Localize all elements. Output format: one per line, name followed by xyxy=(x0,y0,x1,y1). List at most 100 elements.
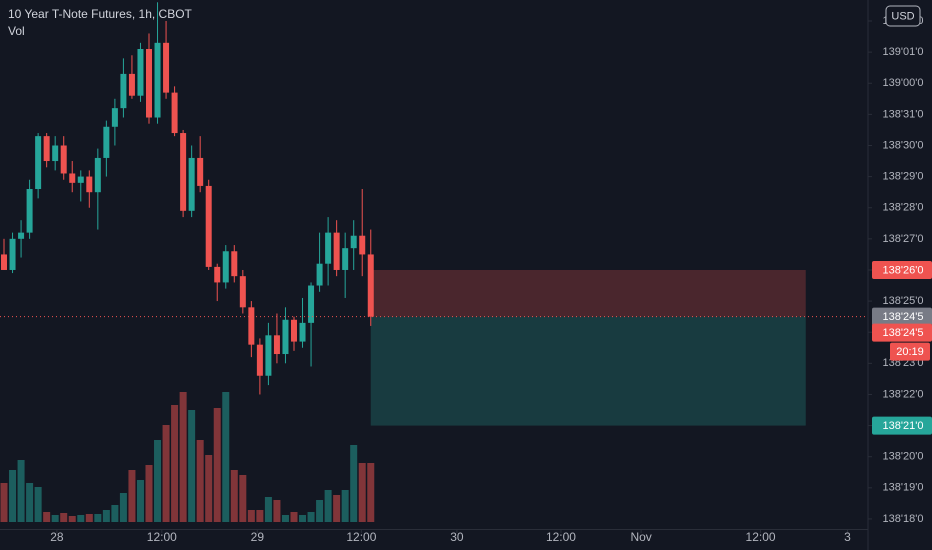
candle-body xyxy=(77,176,84,183)
x-tick-label: Nov xyxy=(630,530,651,544)
candle-body xyxy=(35,136,42,190)
volume-bar xyxy=(350,445,358,522)
volume-bar xyxy=(290,512,298,522)
candle-body xyxy=(86,176,93,193)
volume-bar xyxy=(162,425,170,522)
volume-bar xyxy=(119,493,127,522)
candle-body xyxy=(9,238,16,270)
volume-bar xyxy=(102,510,110,522)
volume-bar xyxy=(256,510,264,522)
volume-bar xyxy=(111,505,119,522)
target-tag xyxy=(872,416,932,435)
candle-body xyxy=(171,92,178,134)
y-tick-label: 138'27'0 xyxy=(883,233,924,245)
candle-body xyxy=(290,319,297,342)
volume-bar xyxy=(51,515,59,522)
volume-bar xyxy=(230,470,238,522)
volume-bar xyxy=(196,440,204,522)
price-tags: 138'26'0 138'21'0 138'24'5 138'24'5 20:19 xyxy=(872,260,932,435)
candle-body xyxy=(256,344,263,376)
entry-tag xyxy=(872,307,932,326)
candle-body xyxy=(308,285,315,323)
volume-bar xyxy=(239,475,247,522)
currency-label[interactable]: USD xyxy=(891,10,914,22)
stop-tag xyxy=(872,260,932,279)
candle-body xyxy=(18,232,25,239)
volume-bar xyxy=(299,515,307,522)
candle-body xyxy=(1,254,8,270)
target-label: 138'21'0 xyxy=(883,420,924,432)
candle-body xyxy=(120,73,127,109)
volume-bar xyxy=(281,515,289,522)
y-tick-label: 138'22'0 xyxy=(883,388,924,400)
volume-bar xyxy=(68,516,76,522)
last-price-tag xyxy=(872,323,932,342)
y-tick-label: 138'19'0 xyxy=(883,482,924,494)
volume-bar xyxy=(213,408,221,522)
y-tick-label: 138'25'0 xyxy=(883,295,924,307)
candle-body xyxy=(205,185,212,267)
volume-bar xyxy=(222,392,230,522)
volume-bar xyxy=(247,510,255,522)
candle-body xyxy=(60,145,67,174)
candle-body xyxy=(94,157,101,193)
candle-body xyxy=(239,276,246,308)
volume-bar xyxy=(77,515,85,522)
candle-body xyxy=(26,189,33,233)
candle-body xyxy=(163,42,170,93)
volume-bar xyxy=(273,500,281,522)
y-tick-label: 138'18'0 xyxy=(883,513,924,525)
stop-zone xyxy=(370,269,806,317)
volume-bar xyxy=(154,440,162,522)
x-tick-label: 29 xyxy=(251,530,265,544)
candle-body xyxy=(69,173,76,183)
x-tick-label: 30 xyxy=(450,530,464,544)
volume-bar xyxy=(171,405,179,522)
volume-bar xyxy=(341,490,349,522)
volume-bar xyxy=(94,514,102,522)
volume-bar xyxy=(26,483,34,522)
y-tick-label: 139'00'0 xyxy=(883,77,924,89)
x-tick-label: 12:00 xyxy=(546,530,576,544)
candle-body xyxy=(299,322,306,342)
candle-body xyxy=(316,263,323,286)
candle-body xyxy=(111,108,118,127)
candle-body xyxy=(43,136,50,162)
volume-bar xyxy=(128,470,136,522)
candle-body xyxy=(222,251,229,283)
candle-body xyxy=(188,157,195,211)
volume-bar xyxy=(60,513,68,522)
volume-bar xyxy=(333,495,341,522)
candle-body xyxy=(273,335,280,355)
volume-bar xyxy=(9,470,17,522)
volume-bar xyxy=(17,460,25,522)
candle-body xyxy=(367,254,374,317)
y-tick-label: 138'30'0 xyxy=(883,139,924,151)
x-tick-label: 3 xyxy=(844,530,851,544)
volume-bar xyxy=(367,463,375,522)
volume-bar xyxy=(358,463,366,522)
candle-body xyxy=(146,48,153,118)
volume-bar xyxy=(264,497,272,522)
volume-bar xyxy=(43,512,51,522)
y-tick-label: 139'01'0 xyxy=(883,46,924,58)
x-tick-label: 12:00 xyxy=(746,530,776,544)
y-tick-label: 138'29'0 xyxy=(883,171,924,183)
candle-body xyxy=(359,235,366,255)
volume-bar xyxy=(188,410,196,522)
candle-body xyxy=(325,232,332,264)
volume-bar xyxy=(307,512,315,522)
y-tick-label: 138'31'0 xyxy=(883,108,924,120)
candle-body xyxy=(180,133,187,211)
volume-label: Vol xyxy=(8,24,25,38)
candle-body xyxy=(52,145,59,162)
candle-body xyxy=(333,232,340,270)
candle-body xyxy=(282,319,289,355)
volume-bar xyxy=(0,483,8,522)
x-tick-label: 12:00 xyxy=(346,530,376,544)
stop-label: 138'26'0 xyxy=(883,264,924,276)
currency-badge[interactable] xyxy=(885,5,921,27)
x-tick-label: 28 xyxy=(50,530,64,544)
countdown-tag xyxy=(890,342,930,361)
